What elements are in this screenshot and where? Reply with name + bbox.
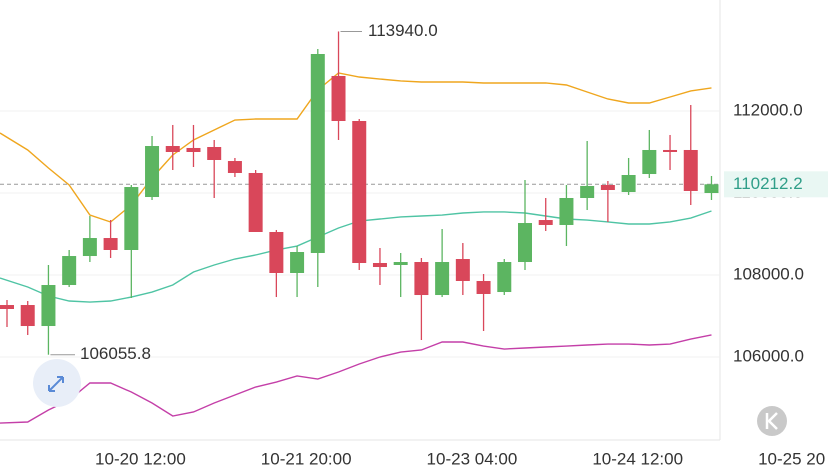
candle-body [476,280,491,294]
y-tick-label: 112000.0 [733,100,803,119]
candle [580,141,595,211]
candle-body [290,252,305,273]
candle [538,198,553,232]
candle-body [227,161,242,173]
candle [0,300,14,327]
max-label: 113940.0 [368,21,438,40]
band-line [0,334,712,424]
x-tick-label: 10-23 04:00 [427,449,518,468]
candle [248,169,263,232]
candle [372,247,387,286]
candle [497,259,512,296]
x-tick-label: 10-24 12:00 [592,449,683,468]
candle-body [497,262,512,293]
y-tick-label: 106000.0 [733,346,804,365]
candle-body [186,147,201,152]
candle-body [269,231,284,273]
candle-body [165,146,180,152]
min-label: 106055.8 [80,344,151,363]
candle-body [20,305,35,327]
candle [414,257,429,340]
candle-body [621,174,636,193]
candle-body [82,238,97,257]
k-button[interactable] [757,406,787,436]
candle [227,157,242,178]
candle [310,48,325,288]
candle [124,185,139,299]
candle [621,157,636,196]
x-tick-label: 10-21 20:00 [261,449,352,468]
candle [20,301,35,335]
candle-body [518,223,532,263]
expand-icon [48,376,64,392]
candle-body [435,262,450,296]
candle [393,252,408,298]
candle-body [0,305,14,309]
candle-body [310,54,325,253]
candle [352,118,367,271]
candle-body [393,262,408,266]
k-icon [765,412,778,430]
x-tick-label: 10-25 20 [758,449,825,468]
candle-body [124,187,139,250]
current-price-label: 110212.2 [733,174,803,193]
candle-body [704,184,719,193]
candle-body [538,220,553,225]
candle-body [683,149,698,191]
k-button-bg[interactable] [757,406,787,436]
candle-body [248,172,263,232]
candle [103,220,118,258]
candle-body [331,75,346,121]
candle-body [372,262,387,268]
y-tick-label: 108000.0 [733,264,804,283]
candle [165,124,180,170]
candle [476,274,491,332]
candle-body [103,238,118,250]
candle-body [41,285,56,327]
candle-body [145,146,160,198]
candle-body [559,198,574,225]
candle [62,249,77,288]
candle-body [580,185,595,199]
candle [663,134,678,170]
candle [331,31,346,140]
candle-body [600,185,615,191]
candle [186,124,201,168]
candle [435,229,450,298]
candle [41,265,56,355]
current-price-box [724,171,828,198]
candle [600,180,615,222]
candle [82,216,97,263]
candle [207,139,222,199]
candle [455,243,470,296]
candle-body [62,256,77,286]
candle [518,180,532,271]
candle [269,229,284,298]
candle-body [455,259,470,281]
candle-body [663,149,678,152]
x-tick-label: 10-20 12:00 [95,449,186,468]
candle-body [414,262,429,296]
candle-body [207,146,222,160]
candle [559,185,574,247]
candle-body [352,120,367,263]
expand-button[interactable] [33,359,81,407]
candle [704,175,719,201]
candle [290,246,305,298]
candle [642,129,657,178]
candle-body [642,149,657,175]
candle [145,136,160,201]
candle [683,105,698,206]
